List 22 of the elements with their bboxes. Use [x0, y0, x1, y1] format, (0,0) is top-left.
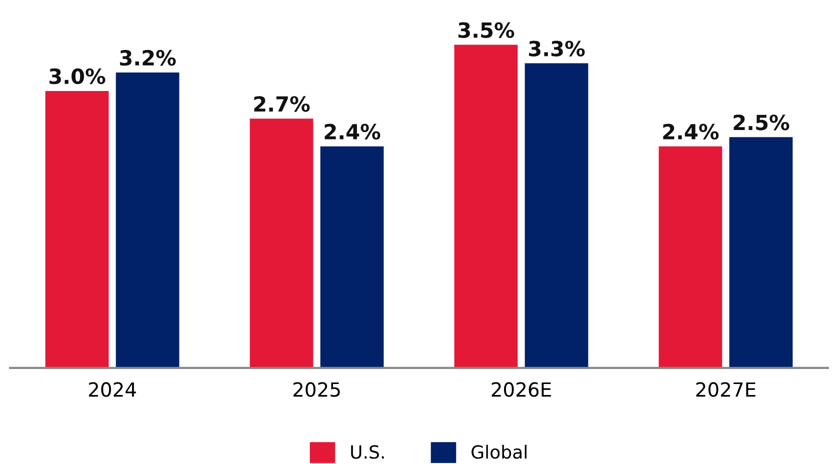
- legend-label: Global: [472, 444, 526, 459]
- bar: [454, 44, 518, 368]
- data-label: 2.7%: [254, 96, 310, 112]
- x-tick-label: 2025: [293, 382, 340, 397]
- data-label: 3.5%: [458, 22, 514, 38]
- data-label: 3.3%: [529, 40, 585, 56]
- x-tick-label: 2026E: [492, 382, 551, 397]
- data-label: 2.4%: [324, 124, 380, 140]
- bar: [658, 146, 722, 368]
- bar: [116, 72, 180, 368]
- data-label: 2.5%: [734, 114, 790, 130]
- x-tick-label: 2024: [88, 382, 136, 397]
- bar: [729, 137, 793, 368]
- data-label: 2.4%: [663, 124, 719, 140]
- bar: [250, 118, 314, 368]
- legend-label: U.S.: [351, 445, 384, 459]
- bar: [320, 146, 384, 368]
- data-label: 3.2%: [120, 50, 176, 66]
- data-label: 3.0%: [50, 68, 106, 84]
- x-tick-label: 2027E: [696, 382, 756, 397]
- bar: [524, 63, 588, 368]
- bar: [45, 90, 109, 368]
